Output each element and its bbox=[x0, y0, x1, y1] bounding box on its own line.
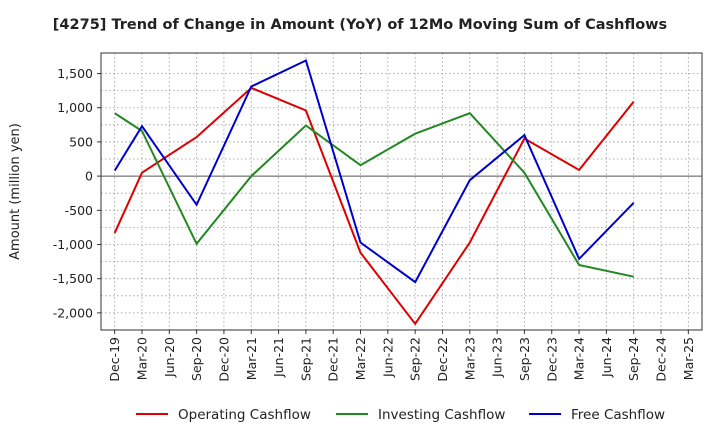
x-tick-label: Mar-24 bbox=[572, 337, 587, 380]
legend-label: Free Cashflow bbox=[571, 407, 665, 423]
free-cashflow-line bbox=[113, 59, 635, 284]
x-tick-label: Jun-24 bbox=[599, 337, 614, 378]
y-axis-label: Amount (million yen) bbox=[8, 123, 23, 260]
y-tick-label: -1,500 bbox=[53, 271, 93, 286]
plot-frame bbox=[100, 52, 703, 331]
legend-label: Investing Cashflow bbox=[378, 407, 505, 423]
x-tick-label: Sep-23 bbox=[517, 337, 532, 381]
x-tick-label: Jun-23 bbox=[490, 337, 505, 378]
legend[interactable]: Operating Cashflow Investing Cashflow Free… bbox=[136, 407, 665, 423]
x-axis-ticks: Dec-19 Mar-20 Jun-20 Sep-20 Dec-20 Mar-21 Jun-… bbox=[107, 330, 696, 382]
x-tick-label: Dec-24 bbox=[654, 337, 669, 382]
x-tick-label: Dec-23 bbox=[544, 337, 559, 382]
x-tick-label: Mar-23 bbox=[462, 337, 477, 380]
y-axis-ticks: -2,000 -1,500 -1,000 -500 0 500 1,000 1,500 bbox=[53, 66, 101, 320]
y-tick-label: -2,000 bbox=[53, 305, 93, 320]
x-tick-label: Dec-20 bbox=[216, 337, 231, 382]
x-tick-label: Dec-19 bbox=[107, 337, 122, 382]
x-tick-label: Sep-21 bbox=[298, 337, 313, 381]
grid bbox=[101, 53, 702, 330]
legend-label: Operating Cashflow bbox=[178, 407, 311, 423]
investing-cashflow-line bbox=[114, 112, 634, 278]
x-tick-label: Mar-20 bbox=[134, 337, 149, 380]
operating-cashflow-line bbox=[113, 86, 635, 326]
y-tick-label: -1,000 bbox=[53, 237, 93, 252]
x-tick-label: Mar-21 bbox=[244, 337, 259, 380]
x-tick-label: Sep-22 bbox=[408, 337, 423, 381]
x-tick-label: Sep-24 bbox=[626, 337, 641, 381]
series-lines bbox=[113, 59, 635, 326]
x-tick-label: Jun-22 bbox=[380, 337, 395, 378]
chart-title: [4275] Trend of Change in Amount (YoY) o… bbox=[52, 17, 668, 33]
legend-item-free-cashflow[interactable]: Free Cashflow bbox=[529, 407, 665, 423]
x-tick-label: Mar-22 bbox=[353, 337, 368, 380]
y-tick-label: 500 bbox=[69, 134, 93, 149]
x-tick-label: Dec-21 bbox=[326, 337, 341, 382]
y-tick-label: 1,000 bbox=[57, 100, 93, 115]
y-tick-label: 1,500 bbox=[57, 66, 93, 81]
x-tick-label: Jun-20 bbox=[162, 337, 177, 378]
y-tick-label: -500 bbox=[65, 203, 93, 218]
x-tick-label: Sep-20 bbox=[189, 337, 204, 381]
legend-item-operating-cashflow[interactable]: Operating Cashflow bbox=[136, 407, 311, 423]
x-tick-label: Jun-21 bbox=[271, 337, 286, 378]
y-tick-label: 0 bbox=[85, 169, 93, 184]
legend-item-investing-cashflow[interactable]: Investing Cashflow bbox=[336, 407, 505, 423]
x-tick-label: Dec-22 bbox=[435, 337, 450, 382]
x-tick-label: Mar-25 bbox=[681, 337, 696, 380]
